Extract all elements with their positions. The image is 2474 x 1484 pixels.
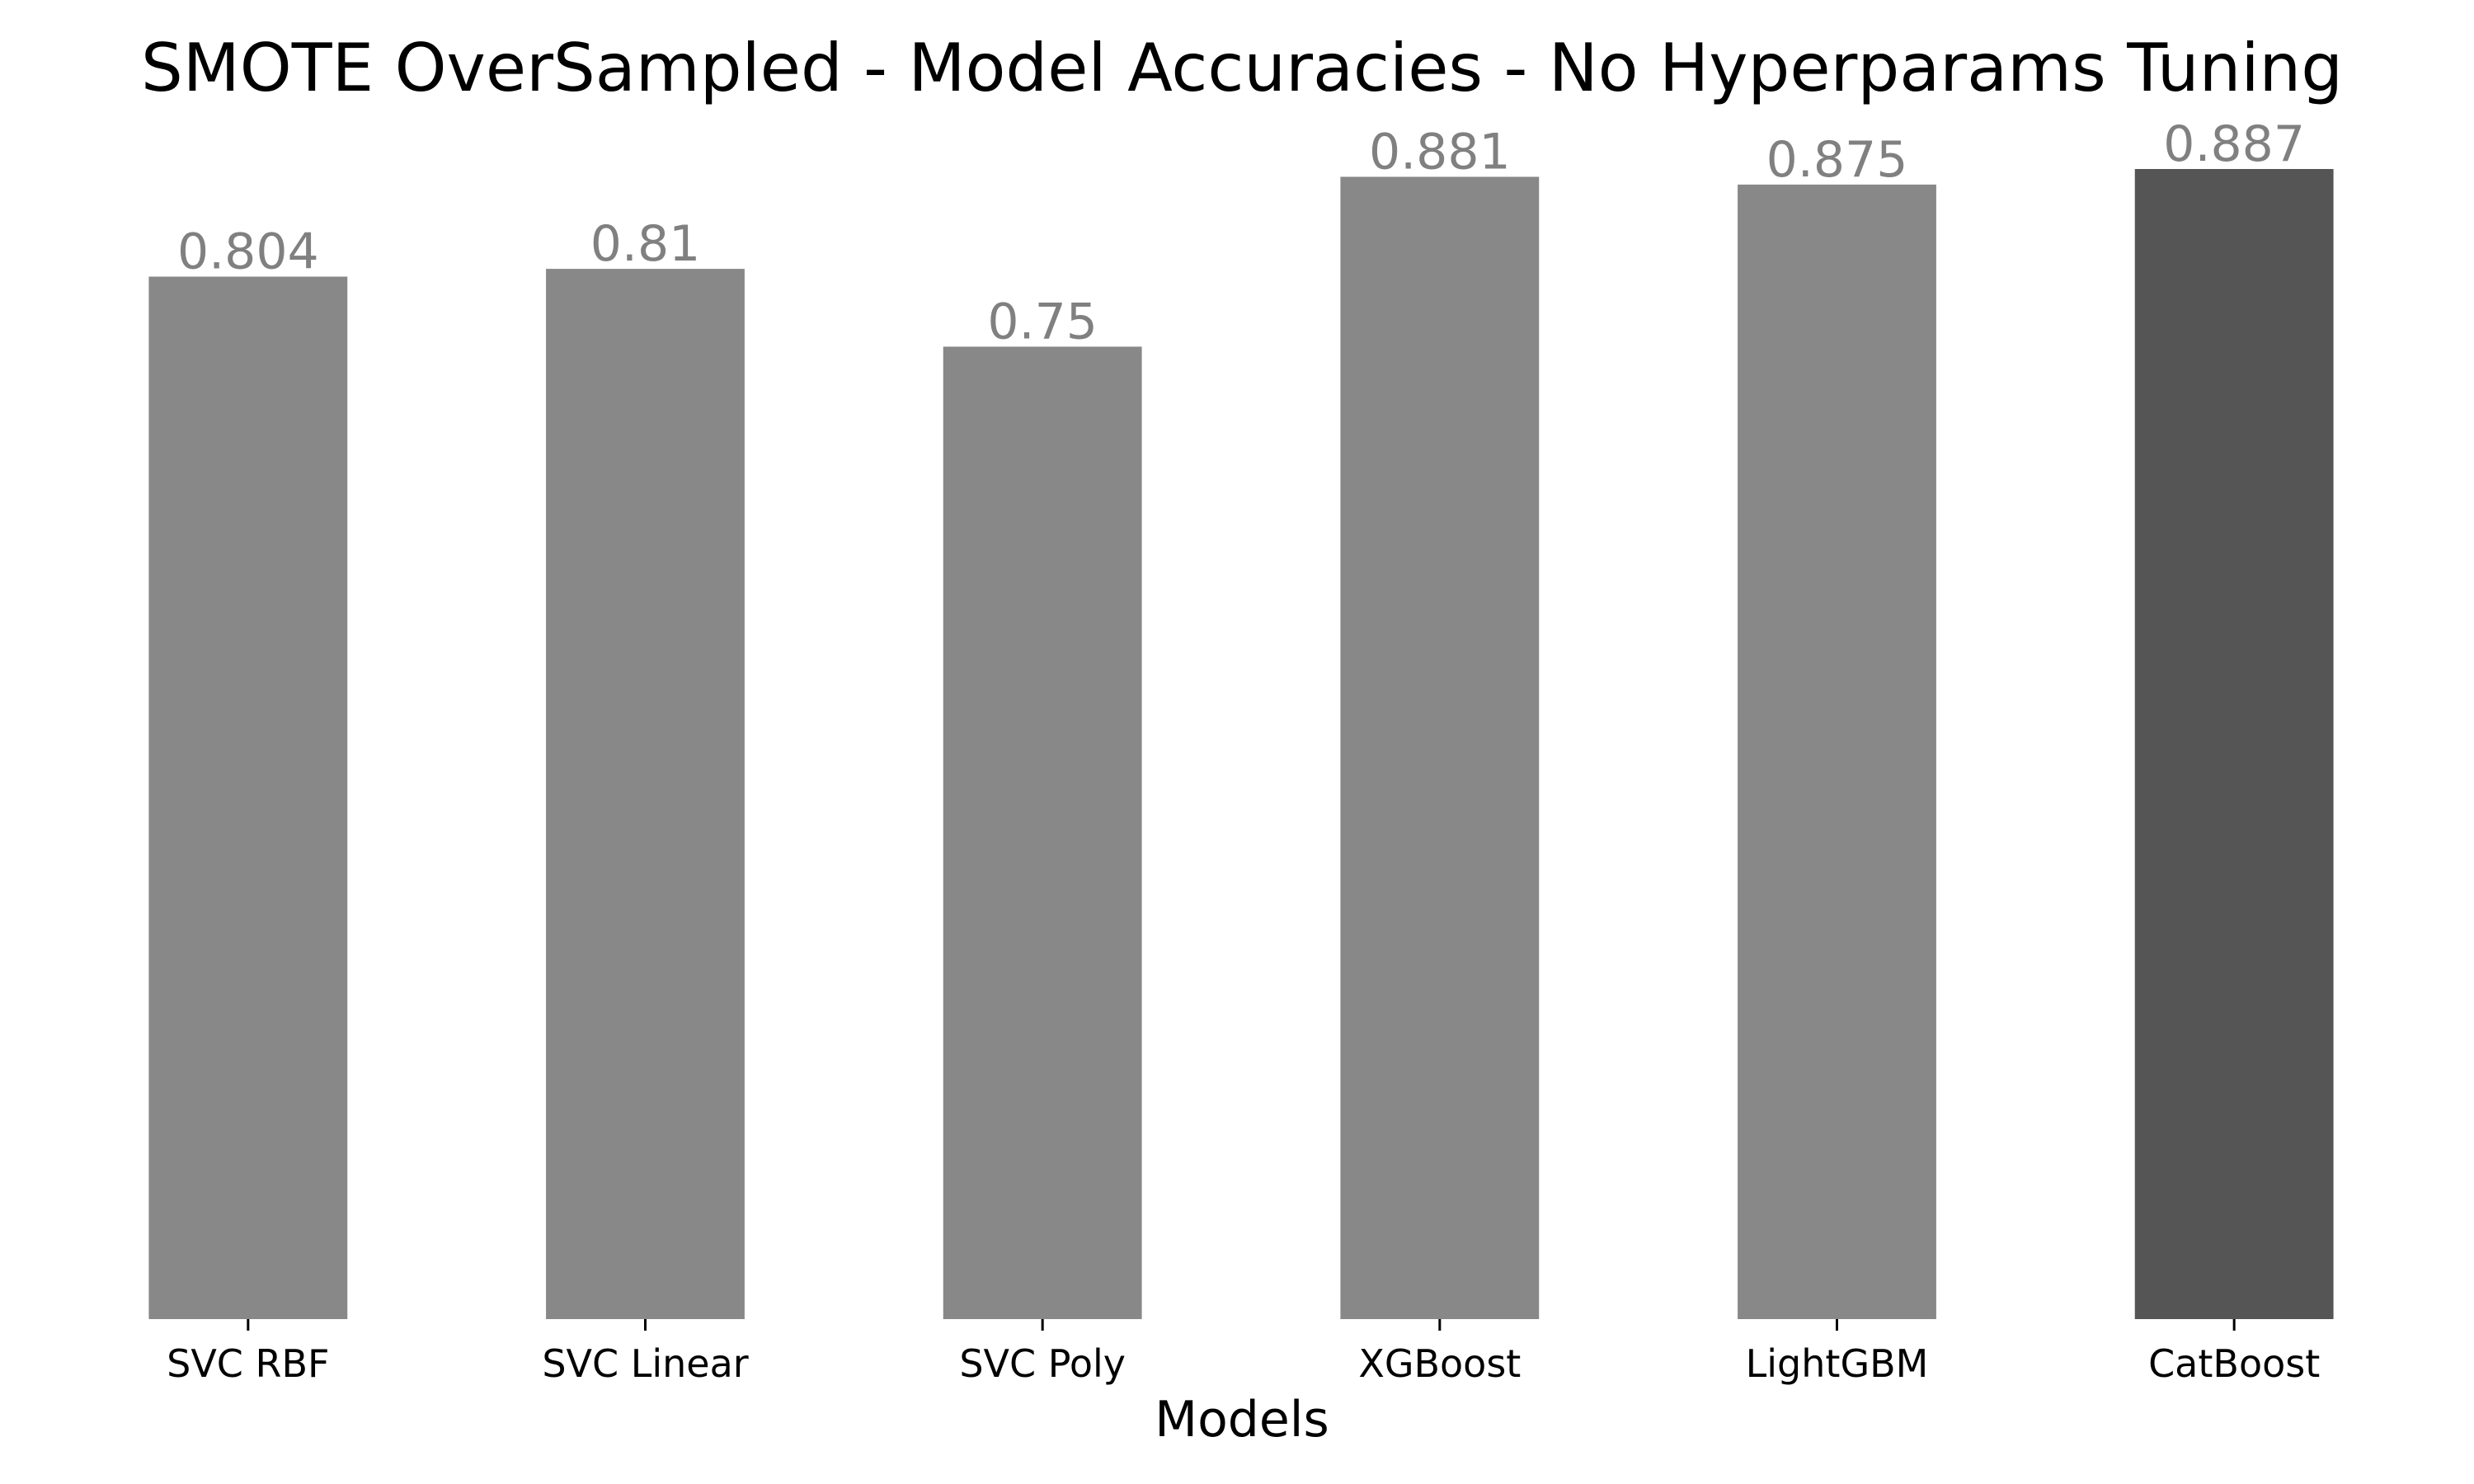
value-labels-layer: 0.804 0.81 0.75 0.881 0.875 0.887 [177,115,2305,350]
value-label-svc-rbf: 0.804 [177,223,319,281]
x-tick-label-svc-rbf: SVC RBF [167,1341,329,1386]
value-label-svc-poly: 0.75 [987,293,1098,350]
value-label-svc-linear: 0.81 [590,215,701,273]
x-axis-label: Models [1155,1391,1329,1449]
x-tick-label-lightgbm: LightGBM [1746,1341,1929,1386]
bar-catboost [2134,169,2334,1319]
bar-xgboost [1340,176,1540,1320]
x-tick-label-svc-linear: SVC Linear [542,1341,748,1386]
bar-svc-linear [546,269,745,1319]
bar-svc-rbf [148,276,348,1319]
bars-layer [148,169,2334,1320]
value-label-lightgbm: 0.875 [1766,131,1908,189]
value-label-xgboost: 0.881 [1369,123,1511,181]
chart-title: SMOTE OverSampled - Model Accuracies - N… [141,30,2343,106]
bar-lightgbm [1738,184,1936,1320]
x-ticks-layer: SVC RBF SVC Linear SVC Poly XGBoost LightGBM… [167,1319,2320,1386]
bar-svc-poly [943,346,1142,1320]
x-tick-label-xgboost: XGBoost [1358,1341,1521,1386]
x-tick-label-svc-poly: SVC Poly [959,1341,1126,1386]
x-tick-label-catboost: CatBoost [2148,1341,2320,1386]
value-label-catboost: 0.887 [2163,115,2305,173]
